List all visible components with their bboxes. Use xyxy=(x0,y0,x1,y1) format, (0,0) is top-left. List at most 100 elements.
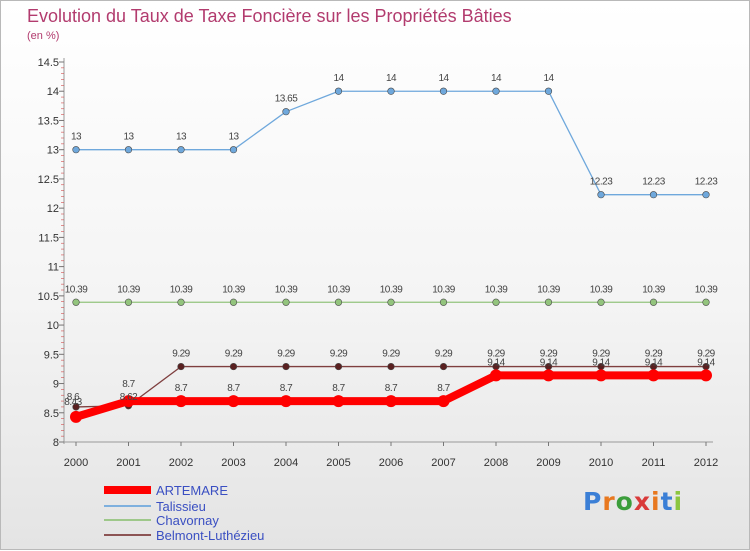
logo-letter: i xyxy=(673,487,684,516)
data-label: 9.29 xyxy=(172,349,190,360)
y-tick-label: 8.5 xyxy=(44,408,59,420)
data-label: 8.7 xyxy=(280,383,293,394)
logo-letter: i xyxy=(651,487,661,516)
series-point-2 xyxy=(597,298,605,306)
series-point-2 xyxy=(229,298,238,306)
y-tick-label: 10 xyxy=(47,320,59,332)
data-label: 10.39 xyxy=(695,284,718,295)
data-label: 8.7 xyxy=(122,379,135,390)
data-label: 9.14 xyxy=(592,357,610,368)
data-label: 13.65 xyxy=(275,94,298,105)
data-label: 9.29 xyxy=(435,349,453,360)
data-label: 9.29 xyxy=(697,349,715,360)
series-point-1 xyxy=(124,146,133,154)
series-point-0 xyxy=(122,395,135,408)
legend-label: Belmont-Luthézieu xyxy=(156,528,264,543)
series-point-1 xyxy=(72,146,80,154)
series-point-1 xyxy=(439,87,448,95)
series-point-1 xyxy=(177,146,185,154)
series-point-1 xyxy=(334,87,343,95)
x-tick-label: 2006 xyxy=(379,457,403,469)
data-label: 8.7 xyxy=(437,383,450,394)
y-tick-label: 8 xyxy=(53,437,59,449)
data-label: 9.14 xyxy=(487,357,505,368)
data-label: 13 xyxy=(228,132,239,143)
data-label: 10.39 xyxy=(170,284,193,295)
data-label: 9.29 xyxy=(382,349,400,360)
data-label: 13 xyxy=(123,132,134,143)
series-point-3 xyxy=(387,362,395,371)
y-tick-label: 13.5 xyxy=(38,115,59,127)
data-labels: 8.43 8.7 8.7 8.7 8.7 8.7 8.7 8.7 9.14 9.14 9.14 9.1… xyxy=(64,73,718,408)
series-point-2 xyxy=(282,298,290,306)
data-label: 10.39 xyxy=(380,284,403,295)
x-tick-label: 2004 xyxy=(274,457,298,469)
data-label: 10.39 xyxy=(485,284,508,295)
series-point-2 xyxy=(177,298,185,306)
series-point-1 xyxy=(544,87,553,95)
series-point-3 xyxy=(334,362,343,371)
data-label: 9.29 xyxy=(330,349,348,360)
logo-letter: r xyxy=(602,487,616,516)
series-point-2 xyxy=(649,298,658,306)
series-point-3 xyxy=(72,403,80,411)
legend-label: ARTEMARE xyxy=(156,483,228,498)
data-label: 13 xyxy=(176,132,187,143)
chart-subtitle: (en %) xyxy=(27,30,60,42)
data-label: 8.62 xyxy=(120,392,138,403)
data-label: 10.39 xyxy=(275,284,298,295)
data-label: 12.23 xyxy=(642,177,665,188)
x-tick-label: 2002 xyxy=(169,457,193,469)
data-label: 10.39 xyxy=(432,284,455,295)
data-label: 9.14 xyxy=(645,357,663,368)
series-point-3 xyxy=(282,362,290,371)
chart-title: Evolution du Taux de Taxe Foncière sur l… xyxy=(27,6,512,26)
logo-letter: x xyxy=(633,487,651,516)
data-label: 14 xyxy=(438,73,449,84)
x-tick-label: 2009 xyxy=(536,457,560,469)
x-tick-label: 2011 xyxy=(642,457,666,469)
x-tick-label: 2000 xyxy=(64,457,88,469)
series-point-1 xyxy=(649,191,658,199)
data-label: 10.39 xyxy=(222,284,245,295)
logo-letter: t xyxy=(660,487,674,516)
series-point-2 xyxy=(334,298,343,306)
data-label: 14 xyxy=(543,73,554,84)
data-label: 13 xyxy=(71,132,82,143)
x-tick-label: 2008 xyxy=(484,457,508,469)
series-point-3 xyxy=(229,362,238,371)
y-tick-label: 11.5 xyxy=(38,232,59,244)
data-label: 9.29 xyxy=(592,349,610,360)
series-point-2 xyxy=(544,298,553,306)
data-label: 14 xyxy=(333,73,344,84)
series-point-0 xyxy=(647,369,660,382)
series-point-2 xyxy=(72,298,80,306)
series-point-0 xyxy=(437,395,450,408)
y-tick-label: 9 xyxy=(53,379,59,391)
data-label: 8.7 xyxy=(332,383,345,394)
series-point-0 xyxy=(700,369,712,382)
data-label: 14 xyxy=(386,73,397,84)
series-point-2 xyxy=(702,298,710,306)
data-label: 10.39 xyxy=(642,284,665,295)
proxiti-logo: Proxiti xyxy=(583,487,683,516)
y-tick-label: 14 xyxy=(47,86,59,98)
series-point-3 xyxy=(177,362,185,371)
data-label: 9.29 xyxy=(487,349,505,360)
legend-label: Talissieu xyxy=(156,499,206,514)
logo-letter: o xyxy=(615,487,634,516)
x-tick-label: 2012 xyxy=(694,457,718,469)
series-point-1 xyxy=(597,191,605,199)
data-label: 8.7 xyxy=(175,383,188,394)
data-label: 10.39 xyxy=(117,284,140,295)
series-point-2 xyxy=(439,298,448,306)
series-point-0 xyxy=(280,395,292,408)
data-label: 8.7 xyxy=(227,383,240,394)
series-point-2 xyxy=(124,298,133,306)
series-point-1 xyxy=(282,108,290,116)
logo-letter: P xyxy=(583,487,603,516)
series-point-1 xyxy=(229,146,238,154)
x-tick-label: 2007 xyxy=(431,457,455,469)
